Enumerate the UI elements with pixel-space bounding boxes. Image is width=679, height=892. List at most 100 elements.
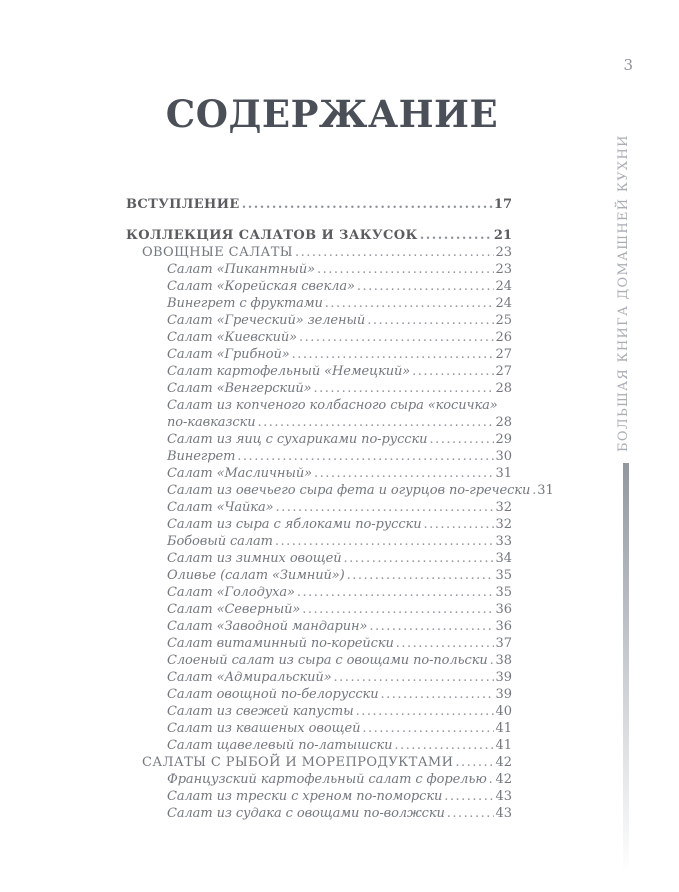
toc-entry: Салат щавелевый по-латышски 41 xyxy=(126,737,512,754)
toc-entry: Салат «Масличный» 31 xyxy=(126,465,512,482)
dot-leader xyxy=(412,363,494,380)
dot-leader xyxy=(429,431,494,448)
toc-entry-page: 29 xyxy=(495,432,512,447)
toc-entry-label: Салат из сыра с яблоками по-русски xyxy=(167,517,422,532)
page-number: 3 xyxy=(623,56,633,74)
toc-entry-page: 43 xyxy=(495,789,512,804)
dot-leader xyxy=(447,805,495,822)
toc-entry-page: 24 xyxy=(495,279,512,294)
toc-entry-label: Салат «Венгерский» xyxy=(167,381,312,396)
toc-entry-label: Салат «Адмиральский» xyxy=(167,670,332,685)
dot-leader xyxy=(396,635,495,652)
toc-entry-page: 24 xyxy=(495,296,512,311)
dot-leader xyxy=(299,329,494,346)
toc-entry-page: 40 xyxy=(495,704,512,719)
toc-entry: Салат «Грибной» 27 xyxy=(126,346,512,363)
toc-entry-label: Салат из трески с хреном по-поморски xyxy=(167,789,443,804)
dot-leader xyxy=(292,346,495,363)
toc-entry-page: 26 xyxy=(495,330,512,345)
toc-entry: Салат из судака с овощами по-волжски 43 xyxy=(126,805,512,822)
toc-entry: Салат «Голодуха» 35 xyxy=(126,584,512,601)
toc-entry-label: ВСТУПЛЕНИЕ xyxy=(126,197,240,212)
toc-entry-page: 30 xyxy=(495,449,512,464)
dot-leader xyxy=(394,737,494,754)
dot-leader xyxy=(367,312,494,329)
toc-entry-page: 27 xyxy=(495,364,512,379)
toc-entry: Салат «Пикантный» 23 xyxy=(126,261,512,278)
toc-entry-label: Салат «Северный» xyxy=(167,602,301,617)
toc-entry: Салат из яиц с сухариками по-русски 29 xyxy=(126,431,512,448)
toc-list: ВСТУПЛЕНИЕ 17 КОЛЛЕКЦИЯ САЛАТОВ И ЗАКУСО… xyxy=(126,196,554,822)
toc-entry-label: Салат «Чайка» xyxy=(167,500,274,515)
toc-entry-page: 36 xyxy=(495,619,512,634)
toc-entry-label: Салат из свежей капусты xyxy=(167,704,354,719)
dot-leader xyxy=(381,686,495,703)
toc-entry-page: 17 xyxy=(493,197,512,212)
toc-entry-label: Бобовый салат xyxy=(167,534,273,549)
toc-entry-page: 39 xyxy=(495,670,512,685)
toc-entry-page: 41 xyxy=(495,721,512,736)
toc-entry: Салат из овечьего сыра фета и огурцов по… xyxy=(126,482,554,499)
dot-leader xyxy=(325,295,495,312)
toc-entry-page: 33 xyxy=(495,534,512,549)
toc-entry-page: 21 xyxy=(493,228,512,243)
toc-entry: ВСТУПЛЕНИЕ 17 xyxy=(126,196,512,213)
toc-entry: Салат «Корейская свекла» 24 xyxy=(126,278,512,295)
toc-entry: Салат «Чайка» 32 xyxy=(126,499,512,516)
toc-entry-label: Винегрет с фруктами xyxy=(167,296,323,311)
toc-entry: Салат картофельный «Немецкий» 27 xyxy=(126,363,512,380)
toc-entry-label: Салат «Масличный» xyxy=(167,466,312,481)
book-series-sidebar-text: БОЛЬШАЯ КНИГА ДОМАШНЕЙ КУХНИ xyxy=(616,134,631,452)
dot-leader xyxy=(444,788,494,805)
toc-entry: Салат витаминный по-корейски 37 xyxy=(126,635,512,652)
dot-leader xyxy=(317,261,494,278)
dot-leader xyxy=(357,278,495,295)
toc-entry-label: Салат «Греческий» зеленый xyxy=(167,313,366,328)
dot-leader xyxy=(362,720,494,737)
dot-leader xyxy=(297,584,495,601)
toc-entry-page: 42 xyxy=(495,772,512,787)
toc-entry: Салат «Киевский» 26 xyxy=(126,329,512,346)
toc-entry-label: Слоеный салат из сыра с овощами по-польс… xyxy=(167,653,488,668)
toc-entry-page: 34 xyxy=(495,551,512,566)
toc-entry-page: 35 xyxy=(495,568,512,583)
toc-entry: Салат из трески с хреном по-поморски 43 xyxy=(126,788,512,805)
dot-leader xyxy=(455,754,494,771)
toc-entry: по-кавказски 28 xyxy=(126,414,512,431)
dot-leader xyxy=(369,618,494,635)
toc-entry-label: Салат из судака с овощами по-волжски xyxy=(167,806,445,821)
toc-entry-label: Салат из квашеных овощей xyxy=(167,721,361,736)
toc-entry-label: Салат из яиц с сухариками по-русски xyxy=(167,432,428,447)
toc-entry: Салат из копченого колбасного сыра «коси… xyxy=(126,397,512,414)
toc-entry-label: Салат щавелевый по-латышски xyxy=(167,738,393,753)
toc-entry: Бобовый салат 33 xyxy=(126,533,512,550)
toc-entry: Салат «Венгерский» 28 xyxy=(126,380,512,397)
toc-entry-page: 31 xyxy=(495,466,512,481)
sidebar-rule xyxy=(623,463,629,873)
toc-entry-label: Салат «Грибной» xyxy=(167,347,290,362)
toc-entry: САЛАТЫ С РЫБОЙ И МОРЕПРОДУКТАМИ 42 xyxy=(126,754,512,771)
toc-entry-label: Оливье (салат «Зимний») xyxy=(167,568,345,583)
toc-entry-page: 37 xyxy=(495,636,512,651)
toc-entry-page: 32 xyxy=(495,517,512,532)
toc-entry-page: 38 xyxy=(495,653,512,668)
toc-entry-label: Винегрет xyxy=(167,449,236,464)
toc-entry-label: Французский картофельный салат с форелью xyxy=(167,772,487,787)
toc-entry: Салат из сыра с яблоками по-русски 32 xyxy=(126,516,512,533)
dot-leader xyxy=(295,244,494,261)
toc-entry: КОЛЛЕКЦИЯ САЛАТОВ И ЗАКУСОК 21 xyxy=(126,227,512,244)
dot-leader xyxy=(344,550,495,567)
toc-entry-label: Салат «Корейская свекла» xyxy=(167,279,355,294)
dot-leader xyxy=(237,448,494,465)
toc-entry-page: 28 xyxy=(495,415,512,430)
toc-entry-label: Салат «Заводной мандарин» xyxy=(167,619,368,634)
toc-entry: Салат из зимних овощей 34 xyxy=(126,550,512,567)
toc-entry-page: 23 xyxy=(495,262,512,277)
toc-entry: Салат овощной по-белорусски 39 xyxy=(126,686,512,703)
toc-entry-page: 35 xyxy=(495,585,512,600)
dot-leader xyxy=(347,567,495,584)
toc-entry: Салат «Греческий» зеленый 25 xyxy=(126,312,512,329)
toc-entry-page: 42 xyxy=(495,755,512,770)
toc-entry-label: Салат «Голодуха» xyxy=(167,585,295,600)
